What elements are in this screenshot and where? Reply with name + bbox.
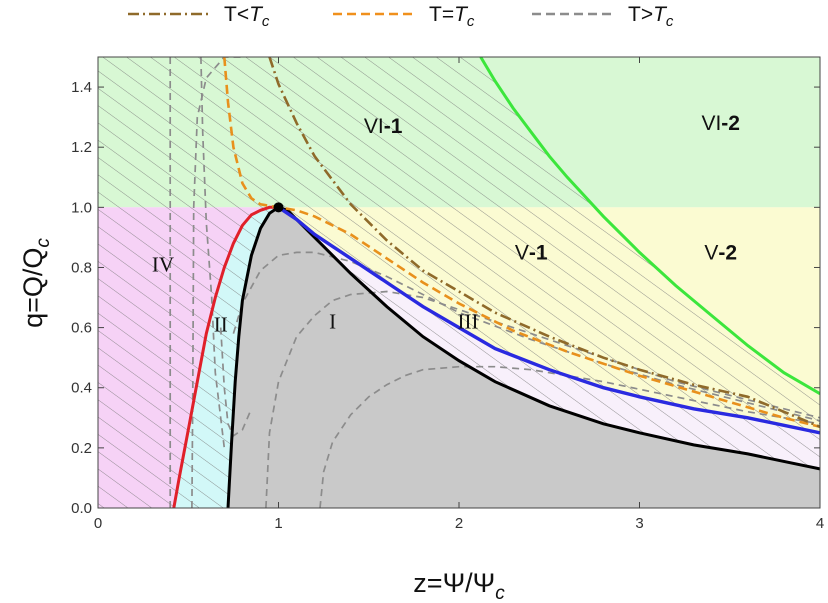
curves	[169, 57, 820, 508]
region-label: V-2	[704, 241, 737, 264]
y-tick-label: 1.0	[71, 199, 92, 216]
y-tick-label: 1.2	[71, 139, 92, 156]
region-label: VI-2	[701, 112, 740, 135]
gray-dashed-curve-3	[200, 57, 226, 449]
region-label: I	[329, 310, 336, 334]
x-tick-label: 4	[816, 515, 824, 532]
legend-label-1: T<Tc	[224, 3, 270, 30]
region-label: VI-1	[364, 115, 403, 138]
y-tick-label: 0.4	[71, 380, 92, 397]
x-tick-label: 3	[635, 515, 643, 532]
x-axis-title: z=Ψ/Ψc	[413, 568, 505, 603]
legend-label-3: T>Tc	[628, 3, 674, 30]
x-tick-label: 0	[94, 515, 102, 532]
gray-dashed-curve-2	[191, 57, 243, 508]
y-tick-label: 0.8	[71, 259, 92, 276]
region-I-fill	[228, 207, 820, 508]
black-boundary-curve	[226, 205, 820, 508]
series-T-equal-Tc	[223, 57, 820, 429]
gray-dashed-curve-6	[319, 365, 820, 508]
y-tick-label: 0.6	[71, 320, 92, 337]
critical-point-marker	[273, 202, 284, 213]
region-label: V-1	[515, 241, 548, 264]
series-T-less-Tc	[268, 57, 820, 429]
y-tick-label: 1.4	[71, 79, 92, 96]
gray-dashed-curve-7	[219, 327, 253, 438]
legend-label-2: T=Tc	[429, 3, 475, 30]
blue-boundary-curve	[277, 205, 820, 435]
gray-dashed-curve-5	[265, 290, 820, 508]
green-boundary-curve	[479, 57, 820, 395]
region-label: II	[214, 313, 228, 337]
legend: T<Tc T=Tc T>Tc	[128, 3, 674, 30]
y-axis-title: q=Q/Qc	[18, 238, 54, 328]
red-boundary-curve	[172, 205, 279, 508]
axis-ticks: 0 1 2 3 4 0.0 0.2 0.4 0.6 0.8 1.0 1.2 1.4	[71, 57, 824, 532]
gray-dashed-curve-4	[232, 251, 820, 422]
y-tick-label: 0.2	[71, 440, 92, 457]
y-tick-label: 0.0	[71, 500, 92, 517]
x-tick-label: 1	[274, 515, 282, 532]
region-label: III	[458, 310, 479, 334]
x-tick-label: 2	[455, 515, 463, 532]
region-label: IV	[152, 252, 174, 276]
